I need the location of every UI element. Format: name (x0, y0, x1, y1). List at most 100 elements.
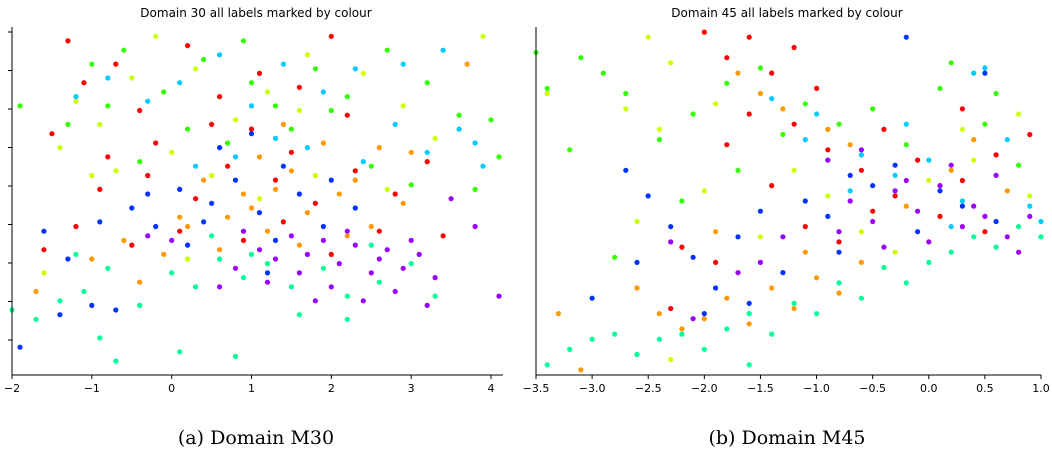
scatter-point (137, 279, 143, 285)
scatter-point (769, 70, 775, 76)
scatter-point (735, 270, 741, 276)
scatter-point (1016, 111, 1022, 117)
scatter-point (240, 228, 247, 234)
scatter-point (1027, 193, 1033, 199)
scatter-point (472, 186, 478, 192)
scatter-point (589, 336, 595, 342)
scatter-point (352, 66, 358, 72)
scatter-point (304, 145, 310, 151)
scatter-point (746, 300, 752, 306)
scatter-point (858, 229, 865, 235)
scatter-point (193, 196, 199, 202)
scatter-point (264, 228, 271, 234)
scatter-point (993, 218, 999, 225)
scatter-point (169, 149, 175, 155)
scatter-point (264, 261, 271, 267)
scatter-point (217, 94, 223, 100)
scatter-point (870, 208, 876, 214)
scatter-point (668, 239, 674, 245)
scatter-point (825, 193, 831, 199)
scatter-point (858, 152, 865, 158)
scatter-point (248, 131, 255, 137)
scatter-point (73, 223, 79, 230)
scatter-point (948, 162, 954, 168)
x-tick-label: 0 (168, 382, 175, 395)
scatter-point (177, 186, 183, 192)
scatter-point (959, 203, 966, 209)
scatter-point (352, 242, 358, 248)
scatter-point (982, 65, 988, 71)
scatter-point (376, 145, 382, 151)
scatter-point (248, 103, 255, 109)
x-tick-label: −3.0 (579, 382, 606, 395)
scatter-point (668, 357, 674, 363)
scatter-point (248, 126, 255, 132)
scatter-point (17, 103, 23, 109)
scatter-point (915, 208, 921, 214)
scatter-point (802, 198, 808, 204)
scatter-point (97, 219, 103, 225)
scatter-point (456, 112, 462, 118)
x-axis-ticks: −2 −1 0 1 2 3 4 (4, 375, 495, 395)
scatter-point (256, 210, 263, 216)
scatter-point (312, 200, 318, 206)
x-tick-label: 0.5 (976, 382, 994, 395)
scatter-point (121, 237, 127, 243)
scatter-point (209, 121, 215, 127)
chart-title: Domain 45 all labels marked by colour (671, 6, 902, 20)
scatter-point (81, 288, 87, 295)
scatter-point (264, 270, 271, 276)
scatter-point (701, 29, 707, 35)
scatter-point (791, 167, 797, 173)
scatter-point (1016, 249, 1022, 255)
scatter-point (926, 239, 932, 245)
scatter-point (903, 177, 909, 184)
scatter-point (328, 33, 334, 39)
scatter-point (971, 137, 977, 143)
scatter-point (185, 43, 191, 49)
scatter-point (384, 47, 390, 53)
scatter-point (400, 265, 406, 271)
scatter-point (746, 111, 752, 117)
scatter-point (713, 285, 719, 291)
scatter-point (89, 256, 95, 262)
scatter-point (217, 52, 223, 58)
scatter-point (926, 177, 932, 184)
scatter-point (65, 38, 71, 44)
scatter-point (802, 224, 808, 230)
scatter-point (746, 311, 752, 317)
scatter-point (280, 219, 286, 225)
scatter-point (89, 61, 95, 67)
scatter-point (121, 47, 127, 53)
scatter-point (209, 200, 215, 206)
scatter-point (791, 300, 797, 306)
scatter-point (392, 121, 398, 127)
scatter-point (847, 172, 853, 178)
scatter-point (926, 259, 932, 265)
scatter-point (153, 33, 159, 39)
scatter-point (634, 285, 640, 291)
scatter-point (612, 254, 618, 260)
x-tick-label: −2 (4, 382, 20, 395)
scatter-point (440, 233, 446, 239)
scatter-point (847, 188, 853, 194)
scatter-point (769, 183, 775, 189)
scatter-point (177, 214, 183, 220)
scatter-point (623, 167, 629, 173)
scatter-point (344, 112, 350, 118)
scatter-point (802, 101, 808, 107)
scatter-point (256, 247, 263, 253)
scatter-point (217, 256, 223, 262)
scatter-point (612, 331, 618, 337)
scatter-point (384, 186, 390, 192)
scatter-point (320, 89, 326, 95)
scatter-point (623, 106, 629, 112)
scatter-point (903, 34, 909, 40)
scatter-point (320, 223, 326, 230)
scatter-point (225, 163, 231, 169)
scatter-point (802, 249, 808, 255)
scatter-point (1027, 213, 1033, 219)
x-tick-label: −1.0 (803, 382, 830, 395)
scatter-point (240, 191, 247, 197)
scatter-point (993, 244, 999, 250)
